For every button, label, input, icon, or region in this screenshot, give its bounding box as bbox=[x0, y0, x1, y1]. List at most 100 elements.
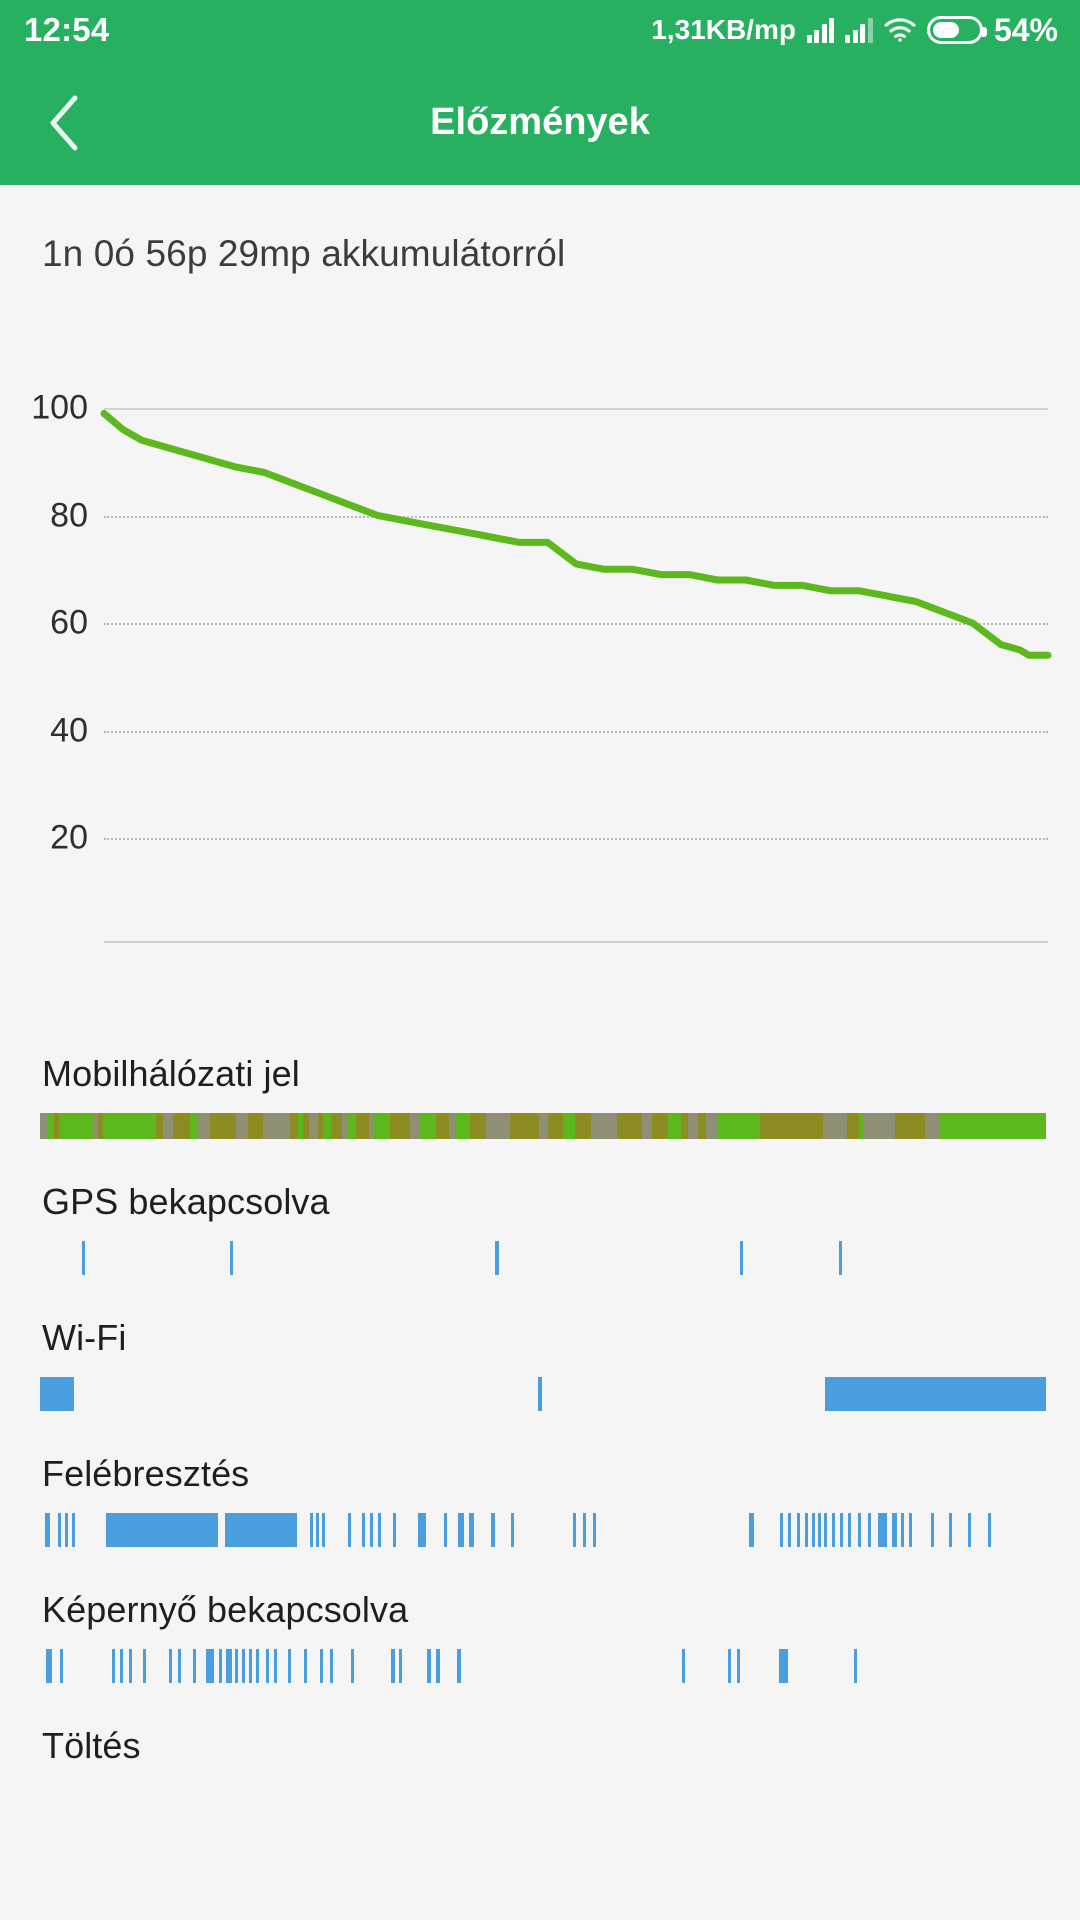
timeline-segment bbox=[839, 1513, 843, 1547]
timeline-segment bbox=[112, 1649, 116, 1683]
timeline-segment bbox=[48, 1113, 55, 1139]
timeline-segment bbox=[177, 1649, 181, 1683]
timeline-segment bbox=[436, 1113, 450, 1139]
timeline-segment bbox=[563, 1113, 576, 1139]
timeline-track-mobile-signal[interactable] bbox=[40, 1113, 1046, 1139]
y-axis-tick-label: 100 bbox=[31, 388, 88, 427]
chart-gridline bbox=[104, 515, 1048, 518]
timeline-segment bbox=[330, 1113, 342, 1139]
timeline-segment bbox=[591, 1113, 618, 1139]
y-axis-tick-label: 20 bbox=[50, 818, 88, 857]
timeline-row-screen-on: Képernyő bekapcsolva bbox=[0, 1589, 1080, 1683]
timeline-segment bbox=[309, 1513, 313, 1547]
timeline-track-screen-on[interactable] bbox=[40, 1649, 1046, 1683]
timeline-segment bbox=[168, 1649, 172, 1683]
timeline-segment bbox=[617, 1113, 642, 1139]
timeline-segment bbox=[427, 1649, 432, 1683]
timeline-segment bbox=[266, 1649, 270, 1683]
timeline-segment bbox=[322, 1113, 331, 1139]
page-title: Előzmények bbox=[430, 101, 650, 143]
timeline-segment bbox=[329, 1649, 333, 1683]
timeline-segment bbox=[391, 1649, 396, 1683]
timeline-segment bbox=[46, 1649, 53, 1683]
timeline-segment bbox=[410, 1113, 421, 1139]
timeline-segment bbox=[256, 1649, 260, 1683]
timeline-segment bbox=[288, 1649, 292, 1683]
timeline-segment bbox=[390, 1113, 411, 1139]
timeline-segment bbox=[197, 1113, 210, 1139]
timeline-segment bbox=[103, 1113, 156, 1139]
timeline-segment bbox=[858, 1113, 864, 1139]
timeline-segment bbox=[249, 1649, 253, 1683]
timeline-segment bbox=[205, 1649, 214, 1683]
timeline-segment bbox=[315, 1513, 319, 1547]
timeline-segment bbox=[317, 1113, 323, 1139]
timeline-row-label: Töltés bbox=[42, 1725, 141, 1766]
timeline-segment bbox=[347, 1513, 351, 1547]
timeline-segment bbox=[718, 1113, 761, 1139]
timeline-segment bbox=[490, 1513, 496, 1547]
timeline-segment bbox=[853, 1649, 857, 1683]
timeline-segment bbox=[847, 1513, 851, 1547]
timeline-segment bbox=[867, 1513, 871, 1547]
timeline-segment bbox=[548, 1113, 564, 1139]
y-axis-tick-label: 80 bbox=[50, 496, 88, 534]
timeline-segment bbox=[822, 1113, 847, 1139]
status-bar: 12:54 1,31KB/mp 54% bbox=[0, 0, 1080, 60]
timeline-segment bbox=[189, 1113, 198, 1139]
timeline-segment bbox=[846, 1113, 859, 1139]
timeline-segment bbox=[895, 1113, 926, 1139]
timeline-row-label: Képernyő bekapcsolva bbox=[42, 1589, 409, 1630]
timeline-segment bbox=[263, 1113, 291, 1139]
history-content: 1n 0ó 56p 29mp akkumulátorról 100 80 60 40 2… bbox=[0, 185, 1080, 1920]
timeline-segment bbox=[931, 1513, 935, 1547]
chart-baseline bbox=[104, 941, 1048, 943]
timeline-segment bbox=[58, 1513, 62, 1547]
timeline-segment bbox=[823, 1513, 827, 1547]
timeline-segment bbox=[967, 1513, 971, 1547]
timeline-segment bbox=[155, 1113, 163, 1139]
timeline-segment bbox=[393, 1513, 397, 1547]
back-button[interactable] bbox=[0, 60, 130, 185]
timeline-track-charging[interactable] bbox=[40, 1785, 1046, 1819]
timeline-segment bbox=[892, 1513, 898, 1547]
timeline-track-gps-on[interactable] bbox=[40, 1241, 1046, 1275]
timeline-segment bbox=[399, 1649, 403, 1683]
timeline-row-mobile-signal: Mobilhálózati jel bbox=[0, 1053, 1080, 1139]
timeline-segment bbox=[469, 1113, 486, 1139]
timeline-segment bbox=[321, 1513, 325, 1547]
timeline-track-wifi[interactable] bbox=[40, 1377, 1046, 1411]
timeline-segment bbox=[303, 1649, 307, 1683]
chevron-left-icon bbox=[45, 92, 85, 154]
timeline-track-wakeup[interactable] bbox=[40, 1513, 1046, 1547]
timeline-segment bbox=[838, 1241, 842, 1275]
timeline-segment bbox=[172, 1113, 190, 1139]
timeline-row-wakeup: Felébresztés bbox=[0, 1453, 1080, 1547]
timeline-segment bbox=[680, 1113, 688, 1139]
timeline-row-label: Felébresztés bbox=[42, 1453, 250, 1494]
timeline-row-gps-on: GPS bekapcsolva bbox=[0, 1181, 1080, 1275]
timeline-segment bbox=[60, 1649, 64, 1683]
timeline-segment bbox=[455, 1113, 470, 1139]
timeline-segment bbox=[494, 1241, 499, 1275]
timeline-segment bbox=[925, 1113, 940, 1139]
timeline-segment bbox=[59, 1113, 94, 1139]
timeline-segment bbox=[583, 1513, 587, 1547]
chart-gridline bbox=[104, 838, 1048, 840]
timeline-segment bbox=[537, 1377, 542, 1411]
timeline-segment bbox=[449, 1113, 456, 1139]
timeline-segment bbox=[831, 1513, 835, 1547]
timeline-segment bbox=[120, 1649, 124, 1683]
status-clock: 12:54 bbox=[24, 11, 110, 48]
timeline-segment bbox=[457, 1649, 461, 1683]
timeline-segment bbox=[236, 1113, 249, 1139]
timeline-segment bbox=[824, 1377, 1046, 1411]
battery-icon bbox=[926, 16, 987, 44]
timeline-segment bbox=[877, 1513, 887, 1547]
timeline-segment bbox=[681, 1649, 685, 1683]
timeline-segment bbox=[510, 1513, 514, 1547]
app-bar: Előzmények bbox=[0, 60, 1080, 185]
timeline-segment bbox=[593, 1513, 597, 1547]
timeline-row-label: Wi-Fi bbox=[42, 1317, 127, 1358]
timeline-segment bbox=[458, 1513, 465, 1547]
